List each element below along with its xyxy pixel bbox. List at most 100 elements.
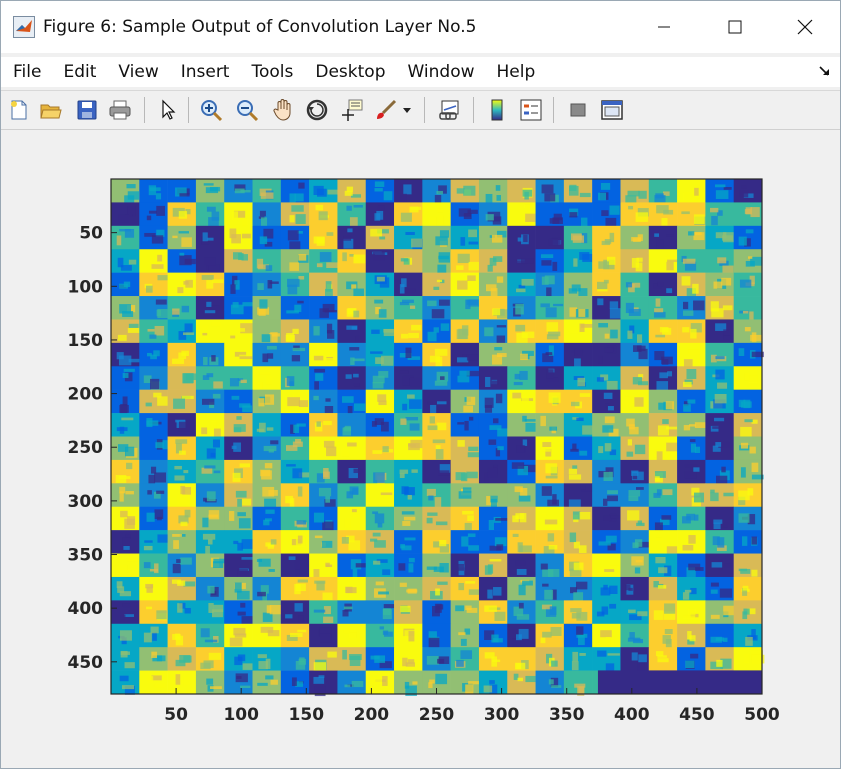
heatmap-tile-detail xyxy=(380,405,392,415)
heatmap-tile-detail xyxy=(409,305,416,309)
hide-plot-tools-button[interactable] xyxy=(564,96,592,124)
heatmap-tile-detail xyxy=(325,564,333,568)
heatmap-tile-detail xyxy=(710,636,723,643)
close-button[interactable] xyxy=(770,1,840,53)
minimize-button[interactable] xyxy=(629,1,699,53)
heatmap-tile-detail xyxy=(511,462,525,469)
zoom-out-button[interactable] xyxy=(233,96,261,124)
heatmap-tile-detail xyxy=(204,310,216,314)
heatmap-tile-detail xyxy=(544,275,555,285)
heatmap-tile-detail xyxy=(751,462,759,473)
menu-file[interactable]: File xyxy=(13,62,42,82)
heatmap-tile-detail xyxy=(710,614,720,619)
heatmap-tile-detail xyxy=(433,566,444,572)
link-plot-button[interactable] xyxy=(435,96,463,124)
heatmap-tile-detail xyxy=(692,283,699,294)
heatmap-tile-detail xyxy=(710,492,719,502)
heatmap-tile-detail xyxy=(713,281,723,289)
heatmap-tile-detail xyxy=(751,351,764,358)
heatmap-tile-detail xyxy=(516,288,526,293)
menu-insert[interactable]: Insert xyxy=(180,62,230,82)
heatmap-tile-detail xyxy=(347,442,357,447)
menu-tools[interactable]: Tools xyxy=(251,62,294,82)
heatmap-tile xyxy=(167,436,197,461)
heatmap-tile-detail xyxy=(152,632,157,641)
menu-window[interactable]: Window xyxy=(407,62,475,82)
heatmap-tile-detail xyxy=(173,540,179,549)
pointer-button[interactable] xyxy=(154,96,182,124)
heatmap-tile xyxy=(139,553,168,578)
menu-view[interactable]: View xyxy=(118,62,159,82)
heatmap-tile-detail xyxy=(516,568,527,575)
heatmap-plot: 50 100 150 200 250 300 350 400 450 500 50 100 150 200… xyxy=(68,178,780,725)
toolbar-separator xyxy=(473,97,474,123)
heatmap-tile-detail xyxy=(751,536,757,545)
legend-button[interactable] xyxy=(517,96,545,124)
heatmap-tile-detail xyxy=(684,463,698,468)
menu-help[interactable]: Help xyxy=(496,62,536,82)
heatmap-tile-detail xyxy=(123,545,130,550)
heatmap-tile-detail xyxy=(548,544,558,550)
heatmap-tile-detail xyxy=(378,591,389,595)
heatmap-tile-detail xyxy=(600,587,611,596)
heatmap-tile-detail xyxy=(201,275,214,280)
heatmap-tile-detail xyxy=(152,655,163,662)
heatmap-tile-detail xyxy=(741,185,747,189)
heatmap-tile-detail xyxy=(546,369,554,379)
colorbar-button[interactable] xyxy=(483,96,511,124)
heatmap-tile xyxy=(111,483,140,508)
new-figure-button[interactable] xyxy=(5,96,33,124)
heatmap-tile-detail xyxy=(400,605,411,613)
brush-dropdown-button[interactable] xyxy=(399,96,415,124)
heatmap-tile-detail xyxy=(289,215,295,223)
heatmap-tile-detail xyxy=(242,498,252,506)
save-button[interactable] xyxy=(73,96,101,124)
data-cursor-button[interactable] xyxy=(338,96,366,124)
heatmap-tile-detail xyxy=(609,301,619,310)
heatmap-tile-detail xyxy=(432,439,446,444)
print-button[interactable] xyxy=(106,96,134,124)
maximize-button[interactable] xyxy=(700,1,770,53)
x-tick-label: 150 xyxy=(289,705,325,725)
heatmap-tile-detail xyxy=(343,235,352,241)
show-plot-tools-button[interactable] xyxy=(598,96,626,124)
heatmap-tile-detail xyxy=(629,614,642,621)
heatmap-tile-detail xyxy=(681,276,691,286)
heatmap-tile-detail xyxy=(405,231,415,235)
heatmap-tile-detail xyxy=(402,521,411,526)
heatmap-tile-detail xyxy=(548,345,554,356)
heatmap-tile-detail xyxy=(723,605,735,616)
heatmap-tile-detail xyxy=(690,323,702,333)
heatmap-tile-detail xyxy=(490,495,498,503)
heatmap-tile-detail xyxy=(627,190,640,197)
heatmap-tile-detail xyxy=(437,581,448,585)
heatmap-tile-detail xyxy=(484,397,494,408)
heatmap-tile-detail xyxy=(548,392,561,403)
dock-arrow-icon[interactable] xyxy=(818,64,832,78)
heatmap-tile-detail xyxy=(267,543,274,549)
open-file-button[interactable] xyxy=(37,96,65,124)
heatmap-tile-detail xyxy=(683,425,691,431)
zoom-in-button[interactable] xyxy=(197,96,225,124)
heatmap-tile-detail xyxy=(742,611,748,620)
heatmap-tile-detail xyxy=(313,569,320,578)
rotate-3d-button[interactable] xyxy=(303,96,331,124)
heatmap-tile-detail xyxy=(689,635,696,642)
heatmap-tile-detail xyxy=(541,184,554,194)
pan-button[interactable] xyxy=(269,96,297,124)
brush-button[interactable] xyxy=(372,96,400,124)
menu-desktop[interactable]: Desktop xyxy=(315,62,386,82)
heatmap-tile-detail xyxy=(634,444,646,455)
menu-edit[interactable]: Edit xyxy=(63,62,97,82)
heatmap-tile-detail xyxy=(687,399,696,404)
heatmap-tile-detail xyxy=(172,308,180,315)
heatmap-tile-detail xyxy=(489,425,502,430)
heatmap-tile-detail xyxy=(524,204,537,209)
heatmap-tile-detail xyxy=(496,544,504,551)
heatmap-tile-detail xyxy=(631,470,639,476)
heatmap-tile-detail xyxy=(581,217,588,227)
heatmap-tile-detail xyxy=(151,651,158,658)
heatmap-tile-detail xyxy=(155,442,164,448)
heatmap-tile-detail xyxy=(710,207,719,213)
heatmap-tile-detail xyxy=(285,445,298,451)
